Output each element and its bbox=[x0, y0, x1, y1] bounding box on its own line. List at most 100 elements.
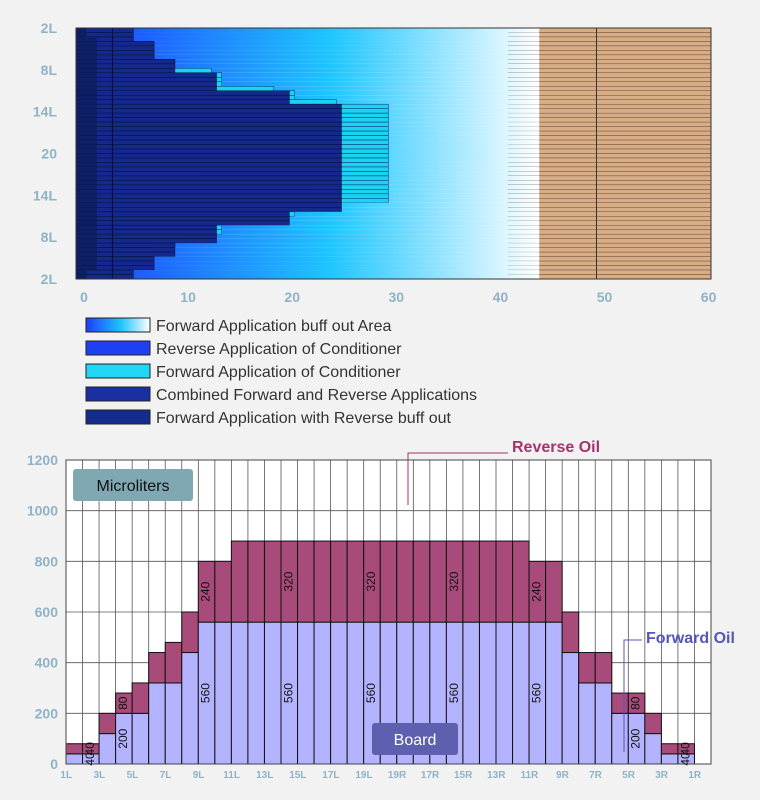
x-tick-label: 19L bbox=[355, 770, 372, 781]
reverse-buff-bar-row-4 bbox=[76, 45, 97, 51]
y-tick-label: 2L bbox=[41, 271, 58, 287]
reverse-oil-bar-8L bbox=[181, 611, 199, 654]
buff-out-bar-row-51 bbox=[76, 256, 540, 262]
reverse-buff-bar-row-53 bbox=[76, 265, 97, 271]
y-tick-label: 600 bbox=[35, 604, 59, 620]
bar-value-label: 200 bbox=[116, 728, 130, 748]
reverse-oil-bar-6R bbox=[611, 692, 629, 714]
reverse-oil-bar-5L bbox=[131, 682, 150, 714]
buff-out-bar-row-8 bbox=[76, 63, 540, 69]
combined-bar-row-35 bbox=[75, 184, 342, 190]
reverse-buff-bar-row-8 bbox=[76, 63, 97, 69]
forward-oil-bar-17R bbox=[429, 621, 447, 765]
x-tick-label: 60 bbox=[701, 289, 717, 305]
reverse-oil-bar-18L bbox=[346, 540, 365, 623]
reverse-buff-bar-row-11 bbox=[76, 77, 97, 82]
y-tick-label: 8L bbox=[41, 229, 58, 245]
buff-out-bar-row-48 bbox=[76, 243, 540, 248]
buff-out-bar-row-53 bbox=[76, 265, 540, 271]
x-tick-label: 5R bbox=[622, 770, 636, 781]
combined-bar-row-17 bbox=[75, 103, 342, 109]
forward-oil-bar-5R bbox=[627, 712, 646, 765]
buff-out-bar-row-47 bbox=[76, 238, 540, 244]
forward-oil-bar-5L bbox=[131, 712, 150, 765]
reverse-buff-bar-row-24 bbox=[76, 135, 97, 141]
reverse-oil-bar-13L bbox=[263, 540, 282, 623]
combined-bar-row-16 bbox=[75, 99, 290, 105]
reverse-oil-bar-19R bbox=[396, 540, 414, 623]
reverse-oil-bar-14L bbox=[280, 540, 299, 623]
x-tick-label: 10 bbox=[180, 289, 196, 305]
reverse-buff-bar-row-54 bbox=[76, 270, 87, 275]
buff-out-bar-row-15 bbox=[76, 95, 540, 100]
forward-oil-bar-3R bbox=[660, 753, 679, 765]
reverse-oil-bar-9L bbox=[197, 560, 216, 623]
buff-out-bar-row-42 bbox=[76, 216, 540, 221]
forward-oil-bar-17L bbox=[330, 621, 348, 765]
buff-out-bar-row-45 bbox=[76, 229, 540, 235]
y-tick-label: 14L bbox=[33, 104, 58, 120]
x-tick-label: 15R bbox=[454, 770, 473, 781]
forward-callout-line bbox=[623, 639, 642, 752]
board-box bbox=[372, 723, 458, 755]
combined-bar-row-11 bbox=[75, 77, 217, 83]
forward-oil-bar-20 bbox=[379, 621, 398, 765]
reverse-buff-bar-row-35 bbox=[76, 184, 97, 190]
legend-swatch-0 bbox=[85, 317, 151, 333]
combined-bar-row-40 bbox=[75, 207, 342, 213]
buff-out-bar-row-54 bbox=[76, 270, 540, 275]
reverse-oil-bar-20 bbox=[379, 540, 398, 623]
forward-oil-bar-7R bbox=[594, 682, 613, 765]
legend-swatch-2 bbox=[85, 363, 151, 379]
reverse-buff-bar-row-49 bbox=[76, 247, 97, 253]
x-tick-label: 30 bbox=[389, 289, 405, 305]
legend-swatch-4 bbox=[85, 409, 151, 425]
reverse-buff-bar-row-52 bbox=[76, 261, 97, 266]
bar-value-label: 560 bbox=[447, 683, 461, 703]
reverse-buff-bar-row-13 bbox=[76, 86, 97, 91]
legend-label-1: Reverse Application of Conditioner bbox=[156, 341, 402, 358]
reverse-buff-bar-row-36 bbox=[76, 189, 97, 194]
combined-bar-row-18 bbox=[75, 108, 342, 114]
reverse-buff-bar-row-6 bbox=[76, 54, 97, 60]
reverse-callout-line bbox=[407, 452, 508, 505]
legend-label-2: Forward Application of Conditioner bbox=[156, 364, 401, 381]
reverse-buff-bar-row-22 bbox=[76, 126, 97, 132]
reverse-oil-bar-10R bbox=[545, 560, 563, 623]
bar-value-label: 560 bbox=[530, 683, 544, 703]
bar-value-label: 560 bbox=[199, 683, 213, 703]
reverse-buff-bar-row-30 bbox=[76, 162, 97, 167]
forward-oil-bar-16R bbox=[445, 621, 464, 765]
combined-bar-row-47 bbox=[75, 238, 217, 244]
buff-out-bar-row-2 bbox=[76, 36, 540, 42]
forward-oil-bar-19R bbox=[396, 621, 414, 765]
forward-oil-bar-12R bbox=[512, 621, 530, 765]
combined-bar-row-33 bbox=[75, 175, 342, 181]
reverse-oil-bar-4L bbox=[115, 692, 133, 714]
bar-value-label: 80 bbox=[629, 696, 643, 710]
reverse-buff-bar-row-43 bbox=[76, 220, 97, 226]
combined-bar-row-28 bbox=[75, 153, 342, 159]
reverse-buff-bar-row-51 bbox=[76, 256, 97, 262]
x-tick-label: 40 bbox=[493, 289, 509, 305]
combined-bar-row-42 bbox=[75, 216, 290, 221]
x-tick-label: 9L bbox=[193, 770, 205, 781]
reverse-oil-bar-2R bbox=[677, 743, 695, 755]
x-tick-label: 3R bbox=[655, 770, 669, 781]
reverse-buff-bar-row-9 bbox=[76, 68, 97, 73]
reverse-buff-bar-row-23 bbox=[76, 131, 97, 136]
combined-bar-row-41 bbox=[75, 211, 290, 217]
reverse-buff-bar-row-50 bbox=[76, 252, 97, 257]
buff-out-bar-row-55 bbox=[76, 274, 540, 279]
x-tick-label: 15L bbox=[289, 770, 306, 781]
reverse-oil-bar-4R bbox=[644, 712, 662, 735]
reverse-buff-bar-row-10 bbox=[76, 72, 97, 78]
forward-oil-bar-2L bbox=[82, 753, 100, 765]
legend-swatch-3 bbox=[85, 386, 151, 402]
forward-oil-bar-8R bbox=[578, 682, 596, 765]
x-tick-label: 11R bbox=[520, 770, 539, 781]
units-box bbox=[73, 469, 193, 501]
reverse-buff-bar-row-37 bbox=[76, 193, 97, 199]
combined-bar-row-27 bbox=[75, 148, 342, 154]
buff-out-bar-row-9 bbox=[76, 68, 540, 73]
